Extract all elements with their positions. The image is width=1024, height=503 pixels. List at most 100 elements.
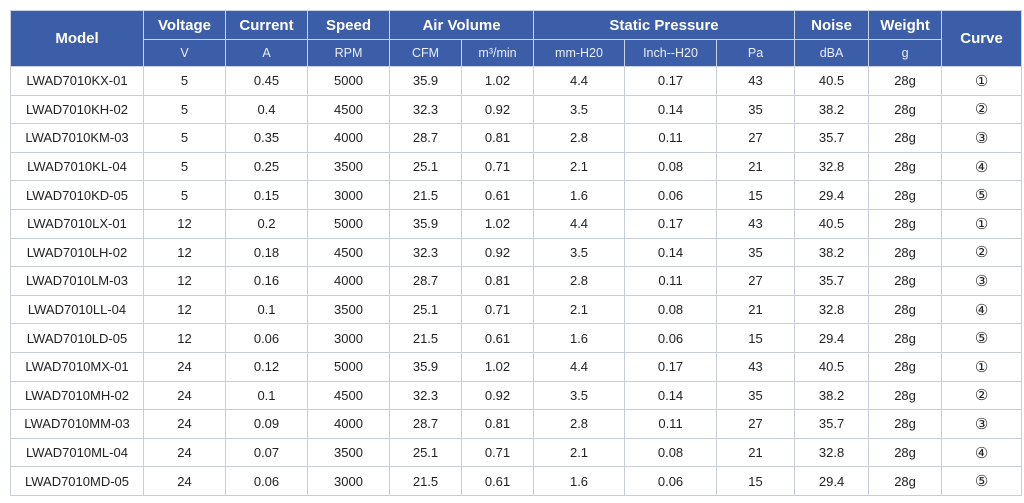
cell-speed: 3000	[307, 466, 390, 496]
cell-current: 0.25	[225, 151, 308, 182]
cell-model: LWAD7010LH-02	[10, 237, 144, 268]
cell-model: LWAD7010KM-03	[10, 123, 144, 153]
unit-voltage: V	[143, 39, 226, 67]
cell-m3-min: 0.71	[460, 151, 535, 182]
table-row: LWAD7010LL-04 12 0.1 3500 25.1 0.71 2.1 0.08 21 3…	[10, 294, 1023, 325]
cell-pa: 35	[716, 94, 796, 125]
cell-m3-min: 0.81	[460, 266, 535, 296]
cell-mm-h20: 1.6	[533, 180, 626, 210]
cell-dba: 38.2	[794, 237, 870, 268]
cell-model: LWAD7010ML-04	[10, 437, 144, 468]
cell-model: LWAD7010LL-04	[10, 294, 144, 325]
cell-model: LWAD7010KX-01	[10, 66, 144, 96]
cell-m3-min: 0.81	[460, 409, 535, 439]
cell-cfm: 28.7	[389, 123, 462, 153]
cell-current: 0.06	[225, 323, 308, 353]
cell-cfm: 28.7	[389, 409, 462, 439]
cell-speed: 5000	[307, 66, 390, 96]
table-row: LWAD7010MD-05 24 0.06 3000 21.5 0.61 1.6 0.06 15…	[10, 466, 1023, 496]
cell-cfm: 32.3	[389, 380, 462, 411]
cell-voltage: 5	[143, 180, 226, 210]
cell-speed: 4500	[307, 237, 390, 268]
unit-cfm: CFM	[389, 39, 462, 67]
header-speed: Speed	[307, 10, 390, 40]
cell-mm-h20: 2.1	[533, 294, 626, 325]
cell-current: 0.1	[225, 380, 308, 411]
cell-weight: 28g	[868, 351, 943, 382]
cell-pa: 27	[716, 123, 796, 153]
cell-weight: 28g	[868, 294, 943, 325]
unit-mm-h20: mm-H20	[533, 39, 626, 67]
cell-dba: 29.4	[794, 323, 870, 353]
cell-inch-h20: 0.06	[624, 466, 718, 496]
cell-voltage: 12	[143, 294, 226, 325]
cell-m3-min: 0.61	[460, 466, 535, 496]
cell-inch-h20: 0.14	[624, 237, 718, 268]
cell-weight: 28g	[868, 380, 943, 411]
cell-mm-h20: 2.8	[533, 266, 626, 296]
cell-mm-h20: 4.4	[533, 351, 626, 382]
cell-voltage: 12	[143, 323, 226, 353]
cell-m3-min: 0.71	[460, 437, 535, 468]
cell-weight: 28g	[868, 266, 943, 296]
cell-dba: 29.4	[794, 466, 870, 496]
cell-current: 0.2	[225, 208, 308, 239]
cell-pa: 15	[716, 466, 796, 496]
cell-curve: ③	[941, 409, 1023, 439]
cell-inch-h20: 0.06	[624, 323, 718, 353]
cell-m3-min: 1.02	[460, 351, 535, 382]
cell-curve: ③	[941, 123, 1023, 153]
unit-speed: RPM	[307, 39, 390, 67]
cell-voltage: 5	[143, 94, 226, 125]
cell-weight: 28g	[868, 437, 943, 468]
cell-model: LWAD7010KD-05	[10, 180, 144, 210]
cell-curve: ③	[941, 266, 1023, 296]
cell-inch-h20: 0.11	[624, 266, 718, 296]
cell-weight: 28g	[868, 237, 943, 268]
cell-voltage: 24	[143, 466, 226, 496]
cell-pa: 43	[716, 351, 796, 382]
cell-weight: 28g	[868, 409, 943, 439]
cell-inch-h20: 0.17	[624, 351, 718, 382]
cell-voltage: 5	[143, 123, 226, 153]
table-body: LWAD7010KX-01 5 0.45 5000 35.9 1.02 4.4 0.17 43 4…	[10, 66, 1023, 496]
cell-speed: 4000	[307, 123, 390, 153]
cell-voltage: 5	[143, 151, 226, 182]
cell-mm-h20: 1.6	[533, 466, 626, 496]
cell-pa: 27	[716, 409, 796, 439]
cell-speed: 5000	[307, 208, 390, 239]
cell-mm-h20: 3.5	[533, 94, 626, 125]
cell-current: 0.4	[225, 94, 308, 125]
header-weight: Weight	[868, 10, 943, 40]
cell-curve: ⑤	[941, 323, 1023, 353]
header-voltage: Voltage	[143, 10, 226, 40]
cell-mm-h20: 1.6	[533, 323, 626, 353]
unit-m3-min: m³/min	[460, 39, 535, 67]
header-static-pressure: Static Pressure	[533, 10, 796, 40]
unit-current: A	[225, 39, 308, 67]
header-row-main: Model Voltage Current Speed Air Volume S…	[10, 10, 1023, 67]
cell-pa: 43	[716, 208, 796, 239]
cell-model: LWAD7010LM-03	[10, 266, 144, 296]
cell-speed: 3000	[307, 323, 390, 353]
cell-model: LWAD7010MM-03	[10, 409, 144, 439]
cell-current: 0.1	[225, 294, 308, 325]
cell-voltage: 12	[143, 208, 226, 239]
cell-cfm: 25.1	[389, 294, 462, 325]
cell-inch-h20: 0.11	[624, 123, 718, 153]
cell-curve: ①	[941, 208, 1023, 239]
table-row: LWAD7010MH-02 24 0.1 4500 32.3 0.92 3.5 0.14 35 3…	[10, 380, 1023, 411]
cell-curve: ①	[941, 66, 1023, 96]
cell-model: LWAD7010KH-02	[10, 94, 144, 125]
cell-dba: 32.8	[794, 151, 870, 182]
cell-curve: ④	[941, 294, 1023, 325]
table-row: LWAD7010LM-03 12 0.16 4000 28.7 0.81 2.8 0.11 27…	[10, 266, 1023, 296]
cell-cfm: 25.1	[389, 151, 462, 182]
unit-g: g	[868, 39, 943, 67]
cell-cfm: 21.5	[389, 466, 462, 496]
cell-m3-min: 0.61	[460, 323, 535, 353]
cell-cfm: 21.5	[389, 323, 462, 353]
cell-m3-min: 1.02	[460, 66, 535, 96]
cell-m3-min: 0.71	[460, 294, 535, 325]
cell-m3-min: 0.92	[460, 380, 535, 411]
